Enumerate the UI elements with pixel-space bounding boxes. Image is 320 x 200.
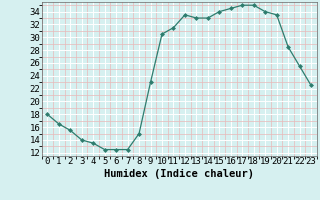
X-axis label: Humidex (Indice chaleur): Humidex (Indice chaleur) xyxy=(104,169,254,179)
